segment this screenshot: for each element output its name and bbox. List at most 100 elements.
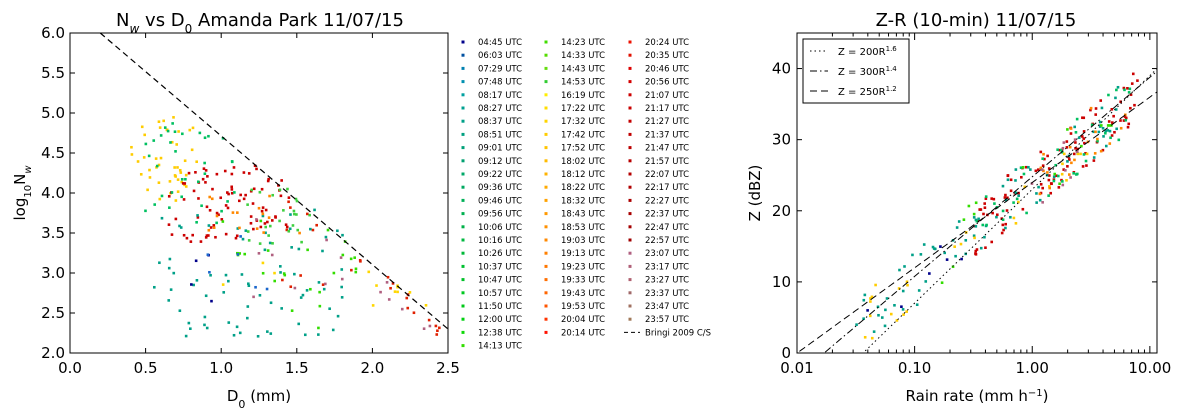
data-point xyxy=(1022,172,1026,176)
legend-label: 21:17 UTC xyxy=(645,104,689,114)
data-point xyxy=(1004,226,1007,230)
data-point xyxy=(1100,106,1104,110)
data-point xyxy=(305,289,309,292)
legend-label: 18:53 UTC xyxy=(561,223,605,233)
data-point xyxy=(400,307,404,311)
data-point xyxy=(1062,152,1066,156)
legend-marker xyxy=(544,291,548,295)
legend-label: 20:14 UTC xyxy=(561,328,605,338)
data-point xyxy=(1094,113,1098,116)
data-point xyxy=(185,236,189,240)
data-point xyxy=(1035,201,1038,204)
legend-marker xyxy=(544,119,548,123)
data-point xyxy=(1083,141,1086,145)
data-point xyxy=(209,273,212,277)
data-point xyxy=(174,150,177,153)
legend-marker xyxy=(544,146,548,150)
data-point xyxy=(1115,127,1118,131)
data-point xyxy=(173,166,176,169)
zr-relation-line xyxy=(864,68,1158,352)
data-point xyxy=(1122,119,1126,122)
data-point xyxy=(209,226,213,229)
x-tick-label: 0.0 xyxy=(58,359,82,377)
data-point xyxy=(152,139,156,142)
data-point xyxy=(180,178,184,181)
data-point xyxy=(985,223,988,227)
data-point xyxy=(990,197,993,200)
data-point xyxy=(221,283,225,286)
x-axis-label-right: Rain rate (mm h−1) xyxy=(906,387,1049,405)
legend-marker xyxy=(461,80,465,84)
data-point xyxy=(184,177,187,181)
data-point xyxy=(169,288,173,291)
legend-marker xyxy=(461,106,465,110)
data-point xyxy=(1062,168,1066,171)
legend-left: 04:45 UTC 06:03 UTC 07:29 UTC 07:48 UTC 08:1… xyxy=(461,38,711,352)
chart-title-right: Z-R (10-min) 11/07/15 xyxy=(876,10,1077,31)
data-point xyxy=(1084,159,1088,163)
data-point xyxy=(1104,129,1108,133)
legend-label: 23:57 UTC xyxy=(645,315,689,325)
data-point xyxy=(178,168,182,172)
data-point xyxy=(271,193,275,197)
xlabel-exp: −1 xyxy=(1028,388,1043,399)
data-point xyxy=(157,120,161,123)
data-point xyxy=(1034,169,1038,173)
data-point xyxy=(972,234,976,238)
legend-label: 17:32 UTC xyxy=(561,117,605,127)
data-point xyxy=(349,257,353,261)
data-point xyxy=(328,307,331,311)
data-point xyxy=(223,169,227,173)
data-point xyxy=(1066,160,1069,163)
data-point xyxy=(1052,178,1056,181)
legend-marker xyxy=(628,212,632,216)
data-point xyxy=(1058,148,1062,152)
data-point xyxy=(959,242,963,246)
data-point xyxy=(1085,152,1089,156)
chart-title: Nw vs D0 Amanda Park 11/07/15 xyxy=(116,10,404,36)
legend-label: 21:47 UTC xyxy=(645,144,689,154)
data-point xyxy=(957,220,961,223)
data-point xyxy=(396,290,399,294)
data-point xyxy=(877,313,880,317)
data-point xyxy=(140,125,144,129)
legend-marker xyxy=(628,106,632,110)
data-point xyxy=(146,188,149,192)
data-point xyxy=(227,192,230,196)
data-point xyxy=(1094,107,1098,110)
data-point xyxy=(870,336,874,340)
data-point xyxy=(353,256,357,259)
data-point xyxy=(1129,93,1133,96)
data-point xyxy=(862,317,865,321)
legend-marker xyxy=(544,93,548,97)
data-point xyxy=(1048,185,1051,188)
data-point xyxy=(993,202,996,205)
legend-label: 21:57 UTC xyxy=(645,157,689,167)
legend-label: 20:46 UTC xyxy=(645,64,689,74)
data-point xyxy=(1082,130,1086,133)
data-point xyxy=(880,316,884,319)
data-point xyxy=(1041,157,1045,161)
data-point xyxy=(247,282,250,286)
legend-marker xyxy=(628,225,632,229)
legend-label: 17:52 UTC xyxy=(561,144,605,154)
data-point xyxy=(1047,167,1051,170)
data-point xyxy=(235,325,239,329)
data-point xyxy=(1106,124,1110,127)
data-point xyxy=(130,145,133,149)
data-point xyxy=(1014,222,1018,225)
data-point xyxy=(283,273,287,277)
data-point xyxy=(296,228,300,232)
data-point xyxy=(313,208,316,212)
data-point xyxy=(212,224,216,227)
legend-label: 06:03 UTC xyxy=(478,51,522,61)
data-point xyxy=(212,226,216,229)
data-point xyxy=(266,220,269,224)
data-point xyxy=(1113,130,1116,134)
data-point xyxy=(292,209,296,213)
data-point xyxy=(1131,72,1135,76)
data-point xyxy=(897,287,901,290)
data-point xyxy=(321,283,325,287)
data-point xyxy=(155,166,158,169)
data-point xyxy=(167,299,171,302)
